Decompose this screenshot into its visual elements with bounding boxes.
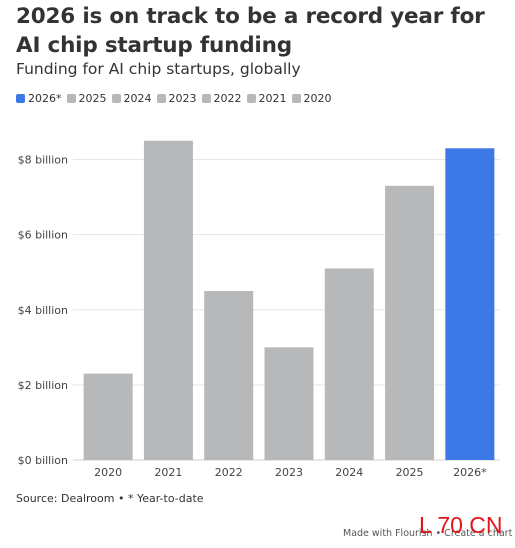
legend-label: 2023	[168, 92, 197, 105]
bar-2020[interactable]	[83, 373, 133, 460]
legend-swatch	[66, 94, 76, 103]
legend-item[interactable]: 2021	[246, 92, 287, 105]
bar-2021[interactable]	[143, 140, 193, 460]
x-tick-label: 2021	[154, 466, 182, 479]
legend-swatch	[201, 94, 211, 103]
legend-item[interactable]: 2024	[111, 92, 152, 105]
x-tick-label: 2023	[275, 466, 303, 479]
legend-swatch	[291, 94, 301, 103]
legend-item[interactable]: 2020	[291, 92, 332, 105]
legend-swatch	[16, 94, 25, 103]
y-tick-label: $0 billion	[18, 454, 68, 467]
bar-2024[interactable]	[324, 268, 374, 460]
legend-label: 2020	[303, 92, 332, 105]
legend-item[interactable]: 2025	[66, 92, 107, 105]
y-tick-label: $2 billion	[18, 379, 68, 392]
y-tick-label: $8 billion	[18, 154, 68, 167]
x-tick-label: 2025	[396, 466, 424, 479]
bar-2023[interactable]	[264, 347, 314, 460]
legend-item[interactable]: 2022	[201, 92, 242, 105]
x-tick-label: 2020	[94, 466, 122, 479]
bar-2025[interactable]	[385, 185, 435, 460]
x-tick-label: 2024	[335, 466, 363, 479]
bar-2022[interactable]	[204, 291, 254, 460]
legend-label: 2021	[258, 92, 287, 105]
y-tick-label: $6 billion	[18, 229, 68, 242]
legend-item[interactable]: 2023	[156, 92, 197, 105]
legend-label: 2022	[213, 92, 242, 105]
legend-swatch	[246, 94, 256, 103]
legend-swatch	[111, 94, 121, 103]
legend-label: 2026*	[28, 92, 62, 105]
bar-chart: $0 billion $2 billion $4 billion $6 billion…	[18, 140, 500, 479]
made-with-flourish-link[interactable]: Made with Flourish • Create a chart	[343, 528, 513, 539]
chart-subtitle: Funding for AI chip startups, globally	[16, 60, 301, 78]
y-tick-label: $4 billion	[18, 304, 68, 317]
x-tick-label: 2022	[215, 466, 243, 479]
legend-item[interactable]: 2026*	[16, 92, 62, 105]
legend: 2026* 2025 2024 2023 2022 2021 2020	[16, 92, 332, 105]
chart-title: 2026 is on track to be a record year for…	[16, 4, 485, 58]
watermark: L 70 CN	[419, 512, 503, 538]
bar-2026[interactable]	[445, 148, 495, 461]
legend-swatch	[156, 94, 166, 103]
legend-label: 2025	[78, 92, 107, 105]
source-note: Source: Dealroom • * Year-to-date	[16, 492, 204, 505]
x-tick-label: 2026*	[453, 466, 487, 479]
legend-label: 2024	[123, 92, 152, 105]
